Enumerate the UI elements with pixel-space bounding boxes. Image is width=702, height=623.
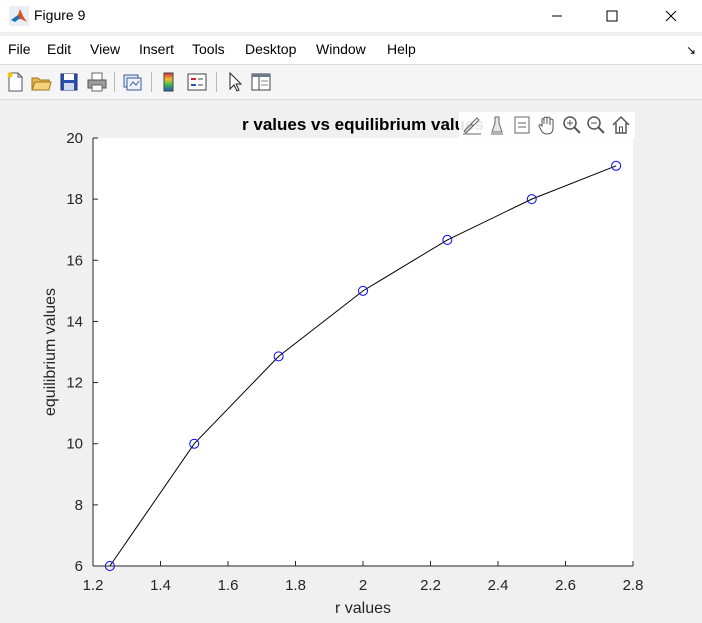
zoom-out-icon[interactable] [585,114,607,136]
data-point [273,351,284,362]
data-point [442,234,453,245]
insert-legend-icon[interactable] [186,71,208,93]
y-tick-label: 12 [66,375,83,392]
menu-insert[interactable]: Insert [139,41,175,57]
figure-toolbar [0,64,702,100]
data-tips-icon[interactable] [486,114,508,136]
menu-window[interactable]: Window [316,41,366,57]
x-tick-label: 2.2 [420,577,441,594]
chart-title: r values vs equilibrium values [242,115,484,134]
x-tick-label: 2.4 [488,577,509,594]
window-title: Figure 9 [34,7,86,23]
x-tick-label: 1.2 [83,577,104,594]
toolbar-separator [151,72,152,92]
maximize-button[interactable] [583,0,641,32]
minimize-icon [552,15,562,17]
zoom-in-icon[interactable] [561,114,583,136]
plot-area [93,138,633,566]
menu-tools[interactable]: Tools [192,41,225,57]
save-icon[interactable] [58,71,80,93]
insert-colorbar-icon[interactable] [158,71,180,93]
data-point [104,561,115,571]
data-cursor-icon[interactable] [511,114,533,136]
print-icon[interactable] [86,71,108,93]
x-tick-label: 2.8 [623,577,644,594]
data-point [358,285,368,296]
x-tick-label: 1.6 [218,577,239,594]
new-figure-icon[interactable] [4,71,26,93]
data-point [189,438,200,449]
toolbar-separator [216,72,217,92]
menu-help[interactable]: Help [387,41,416,57]
y-axis-label: equilibrium values [42,288,59,416]
toolbar-separator [114,72,115,92]
link-plot-icon[interactable] [121,71,143,93]
y-tick-label: 16 [66,252,83,269]
menu-view[interactable]: View [90,41,121,57]
x-tick-label: 1.4 [150,577,171,594]
edit-plot-icon[interactable] [224,71,246,93]
close-button[interactable] [642,0,700,32]
menu-edit[interactable]: Edit [47,41,72,57]
y-tick-label: 20 [66,130,83,147]
x-tick-label: 2.6 [555,577,576,594]
data-point [611,160,622,171]
x-tick-label: 1.8 [285,577,306,594]
menu-file[interactable]: File [8,41,31,57]
y-tick-label: 8 [75,497,83,514]
maximize-icon [606,10,618,22]
series-line [109,165,617,567]
minimize-button[interactable] [528,0,586,32]
menu-desktop[interactable]: Desktop [245,41,297,57]
y-tick-label: 14 [66,313,83,330]
data-point [526,194,537,205]
brush-icon[interactable] [461,114,483,136]
property-inspector-icon[interactable] [250,71,272,93]
y-tick-label: 6 [75,558,83,575]
x-axis-label: r values [335,600,391,617]
matlab-icon [9,6,29,26]
dock-arrow-icon[interactable]: ↘ [685,43,696,57]
pan-icon[interactable] [536,114,558,136]
home-icon[interactable] [610,114,632,136]
axes-toolbar [459,112,635,138]
menubar: File Edit View Insert Tools Desktop Wind… [0,36,702,64]
x-tick-label: 2 [359,577,367,594]
y-tick-label: 18 [66,191,83,208]
window-titlebar: Figure 9 [0,0,702,32]
y-tick-label: 10 [66,436,83,453]
close-icon [665,10,677,22]
open-file-icon[interactable] [30,71,52,93]
